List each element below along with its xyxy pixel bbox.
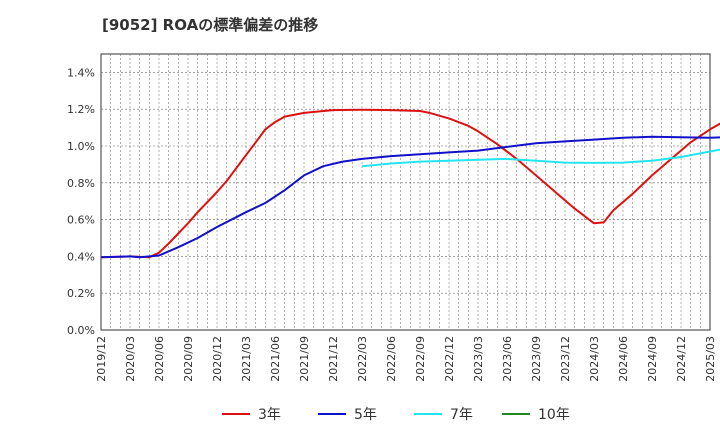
- x-tick-label: 2021/09: [298, 336, 311, 382]
- x-tick-label: 2020/06: [153, 336, 166, 382]
- y-tick-label: 1.4%: [67, 66, 95, 79]
- series-line: [100, 108, 720, 259]
- y-tick-label: 1.0%: [67, 140, 95, 153]
- x-tick-label: 2021/12: [327, 336, 340, 382]
- y-tick-label: 0.6%: [67, 214, 95, 227]
- legend-label: 7年: [450, 407, 473, 423]
- x-tick-label: 2024/03: [588, 336, 601, 382]
- series-line: [100, 135, 720, 259]
- x-tick-label: 2024/06: [617, 336, 630, 382]
- x-tick-label: 2022/09: [414, 336, 427, 382]
- chart-title: [9052] ROAの標準偏差の推移: [102, 16, 319, 34]
- x-tick-label: 2023/09: [530, 336, 543, 382]
- x-tick-label: 2022/06: [385, 336, 398, 382]
- x-tick-label: 2019/12: [95, 336, 108, 382]
- x-tick-label: 2023/06: [501, 336, 514, 382]
- y-tick-label: 0.4%: [67, 250, 95, 263]
- x-tick-label: 2022/12: [443, 336, 456, 382]
- x-tick-label: 2025/03: [704, 336, 717, 382]
- x-tick-label: 2020/12: [211, 336, 224, 382]
- series-line: [361, 148, 720, 168]
- x-tick-label: 2023/12: [559, 336, 572, 382]
- y-tick-label: 1.2%: [67, 103, 95, 116]
- x-tick-label: 2021/06: [269, 336, 282, 382]
- x-tick-label: 2020/09: [182, 336, 195, 382]
- x-tick-label: 2020/03: [124, 336, 137, 382]
- x-tick-label: 2021/03: [240, 336, 253, 382]
- y-tick-label: 0.8%: [67, 177, 95, 190]
- plot-frame: [100, 53, 711, 331]
- legend-label: 3年: [258, 407, 281, 423]
- legend-label: 10年: [538, 407, 570, 423]
- x-tick-label: 2024/12: [675, 336, 688, 382]
- y-tick-label: 0.0%: [67, 324, 95, 337]
- y-tick-label: 0.2%: [67, 287, 95, 300]
- legend-label: 5年: [354, 407, 377, 423]
- x-tick-label: 2022/03: [356, 336, 369, 382]
- x-tick-label: 2024/09: [646, 336, 659, 382]
- x-tick-label: 2023/03: [472, 336, 485, 382]
